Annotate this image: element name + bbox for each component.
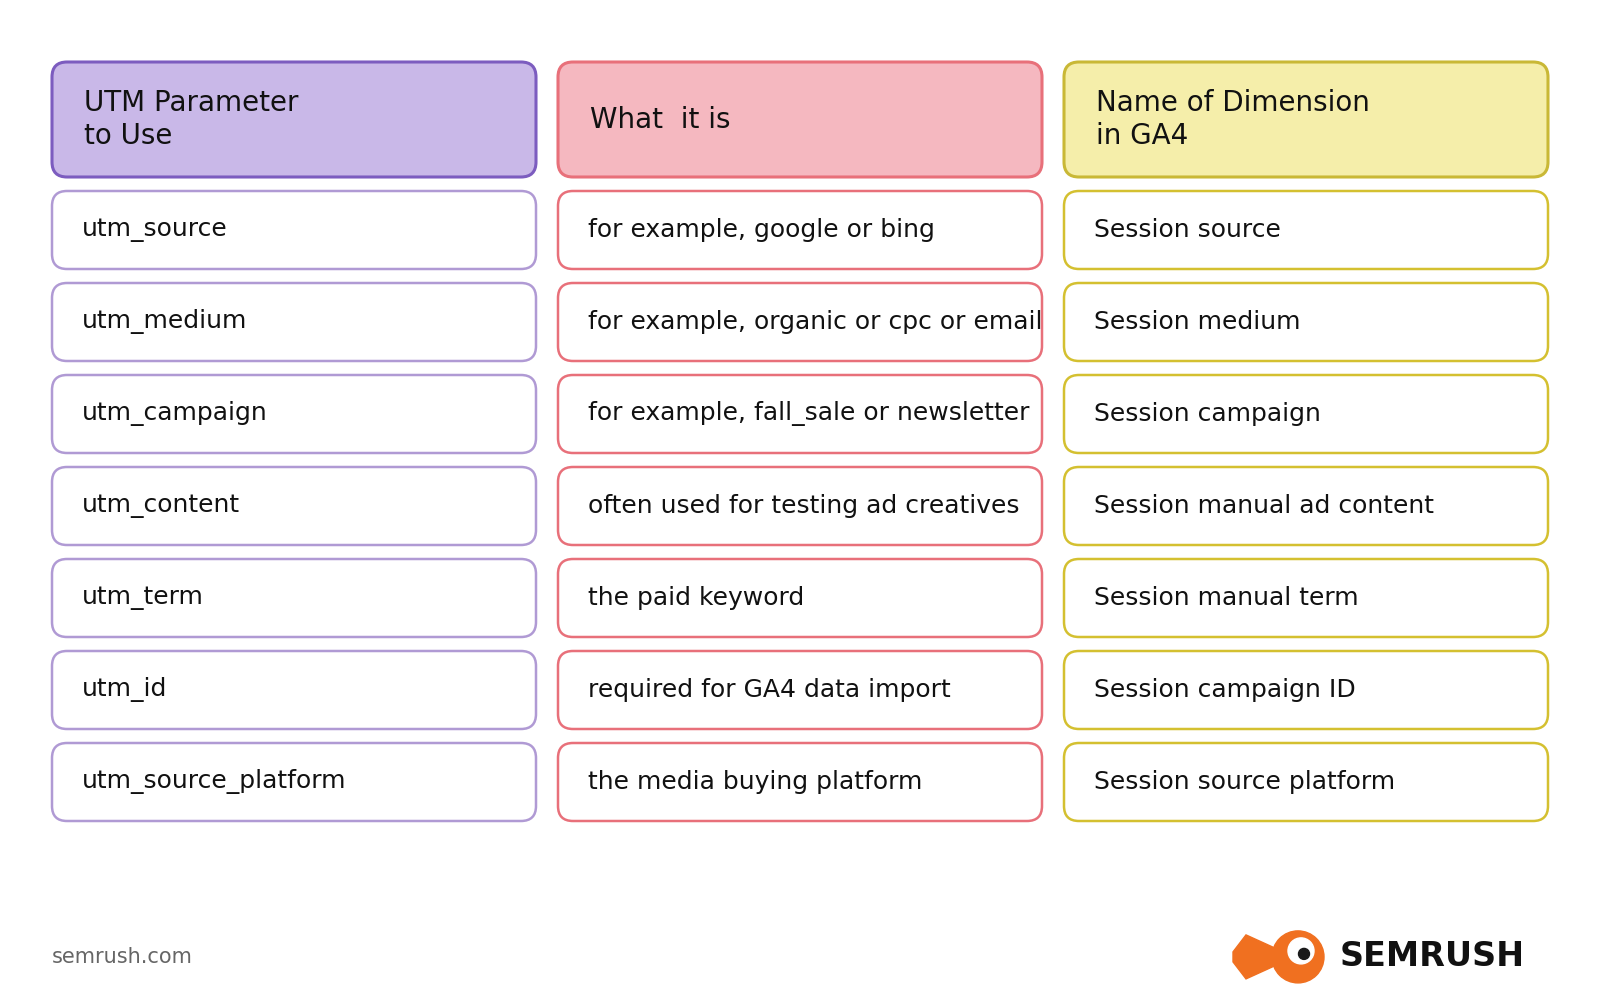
Text: utm_source_platform: utm_source_platform	[82, 769, 347, 795]
Text: Name of Dimension
in GA4: Name of Dimension in GA4	[1096, 89, 1370, 150]
Circle shape	[1288, 937, 1314, 964]
FancyBboxPatch shape	[1064, 191, 1549, 269]
Text: Session source platform: Session source platform	[1094, 770, 1395, 794]
FancyBboxPatch shape	[558, 559, 1042, 637]
FancyBboxPatch shape	[1064, 283, 1549, 361]
Text: Session source: Session source	[1094, 218, 1282, 242]
FancyBboxPatch shape	[1064, 467, 1549, 545]
FancyBboxPatch shape	[51, 651, 536, 729]
FancyBboxPatch shape	[1064, 375, 1549, 453]
FancyBboxPatch shape	[1064, 559, 1549, 637]
FancyBboxPatch shape	[1064, 62, 1549, 177]
FancyBboxPatch shape	[558, 467, 1042, 545]
Circle shape	[1272, 931, 1325, 983]
Circle shape	[1299, 948, 1309, 959]
Text: utm_medium: utm_medium	[82, 309, 248, 335]
Text: SEMRUSH: SEMRUSH	[1341, 940, 1525, 973]
Text: for example, organic or cpc or email: for example, organic or cpc or email	[589, 310, 1043, 334]
Text: utm_term: utm_term	[82, 586, 203, 610]
FancyBboxPatch shape	[51, 743, 536, 821]
FancyBboxPatch shape	[558, 743, 1042, 821]
FancyBboxPatch shape	[51, 375, 536, 453]
FancyBboxPatch shape	[558, 62, 1042, 177]
Text: UTM Parameter
to Use: UTM Parameter to Use	[85, 89, 299, 150]
Text: utm_id: utm_id	[82, 678, 168, 703]
Text: What  it is: What it is	[590, 105, 731, 134]
FancyBboxPatch shape	[558, 191, 1042, 269]
Text: Session medium: Session medium	[1094, 310, 1301, 334]
Text: semrush.com: semrush.com	[51, 946, 194, 967]
Text: for example, google or bing: for example, google or bing	[589, 218, 934, 242]
Text: the media buying platform: the media buying platform	[589, 770, 922, 794]
Text: the paid keyword: the paid keyword	[589, 586, 805, 610]
Text: often used for testing ad creatives: often used for testing ad creatives	[589, 494, 1019, 518]
Text: Session campaign: Session campaign	[1094, 402, 1322, 426]
Text: utm_campaign: utm_campaign	[82, 401, 267, 426]
FancyBboxPatch shape	[51, 62, 536, 177]
FancyBboxPatch shape	[558, 283, 1042, 361]
FancyBboxPatch shape	[558, 375, 1042, 453]
FancyBboxPatch shape	[51, 283, 536, 361]
FancyBboxPatch shape	[558, 651, 1042, 729]
FancyBboxPatch shape	[1064, 743, 1549, 821]
Text: Session manual term: Session manual term	[1094, 586, 1358, 610]
Text: for example, fall_sale or newsletter: for example, fall_sale or newsletter	[589, 401, 1029, 426]
Polygon shape	[1234, 935, 1290, 979]
Text: utm_source: utm_source	[82, 218, 227, 242]
Text: required for GA4 data import: required for GA4 data import	[589, 678, 950, 702]
FancyBboxPatch shape	[51, 559, 536, 637]
Text: Session campaign ID: Session campaign ID	[1094, 678, 1355, 702]
FancyBboxPatch shape	[51, 191, 536, 269]
FancyBboxPatch shape	[51, 467, 536, 545]
Text: Session manual ad content: Session manual ad content	[1094, 494, 1434, 518]
Text: utm_content: utm_content	[82, 494, 240, 518]
FancyBboxPatch shape	[1064, 651, 1549, 729]
